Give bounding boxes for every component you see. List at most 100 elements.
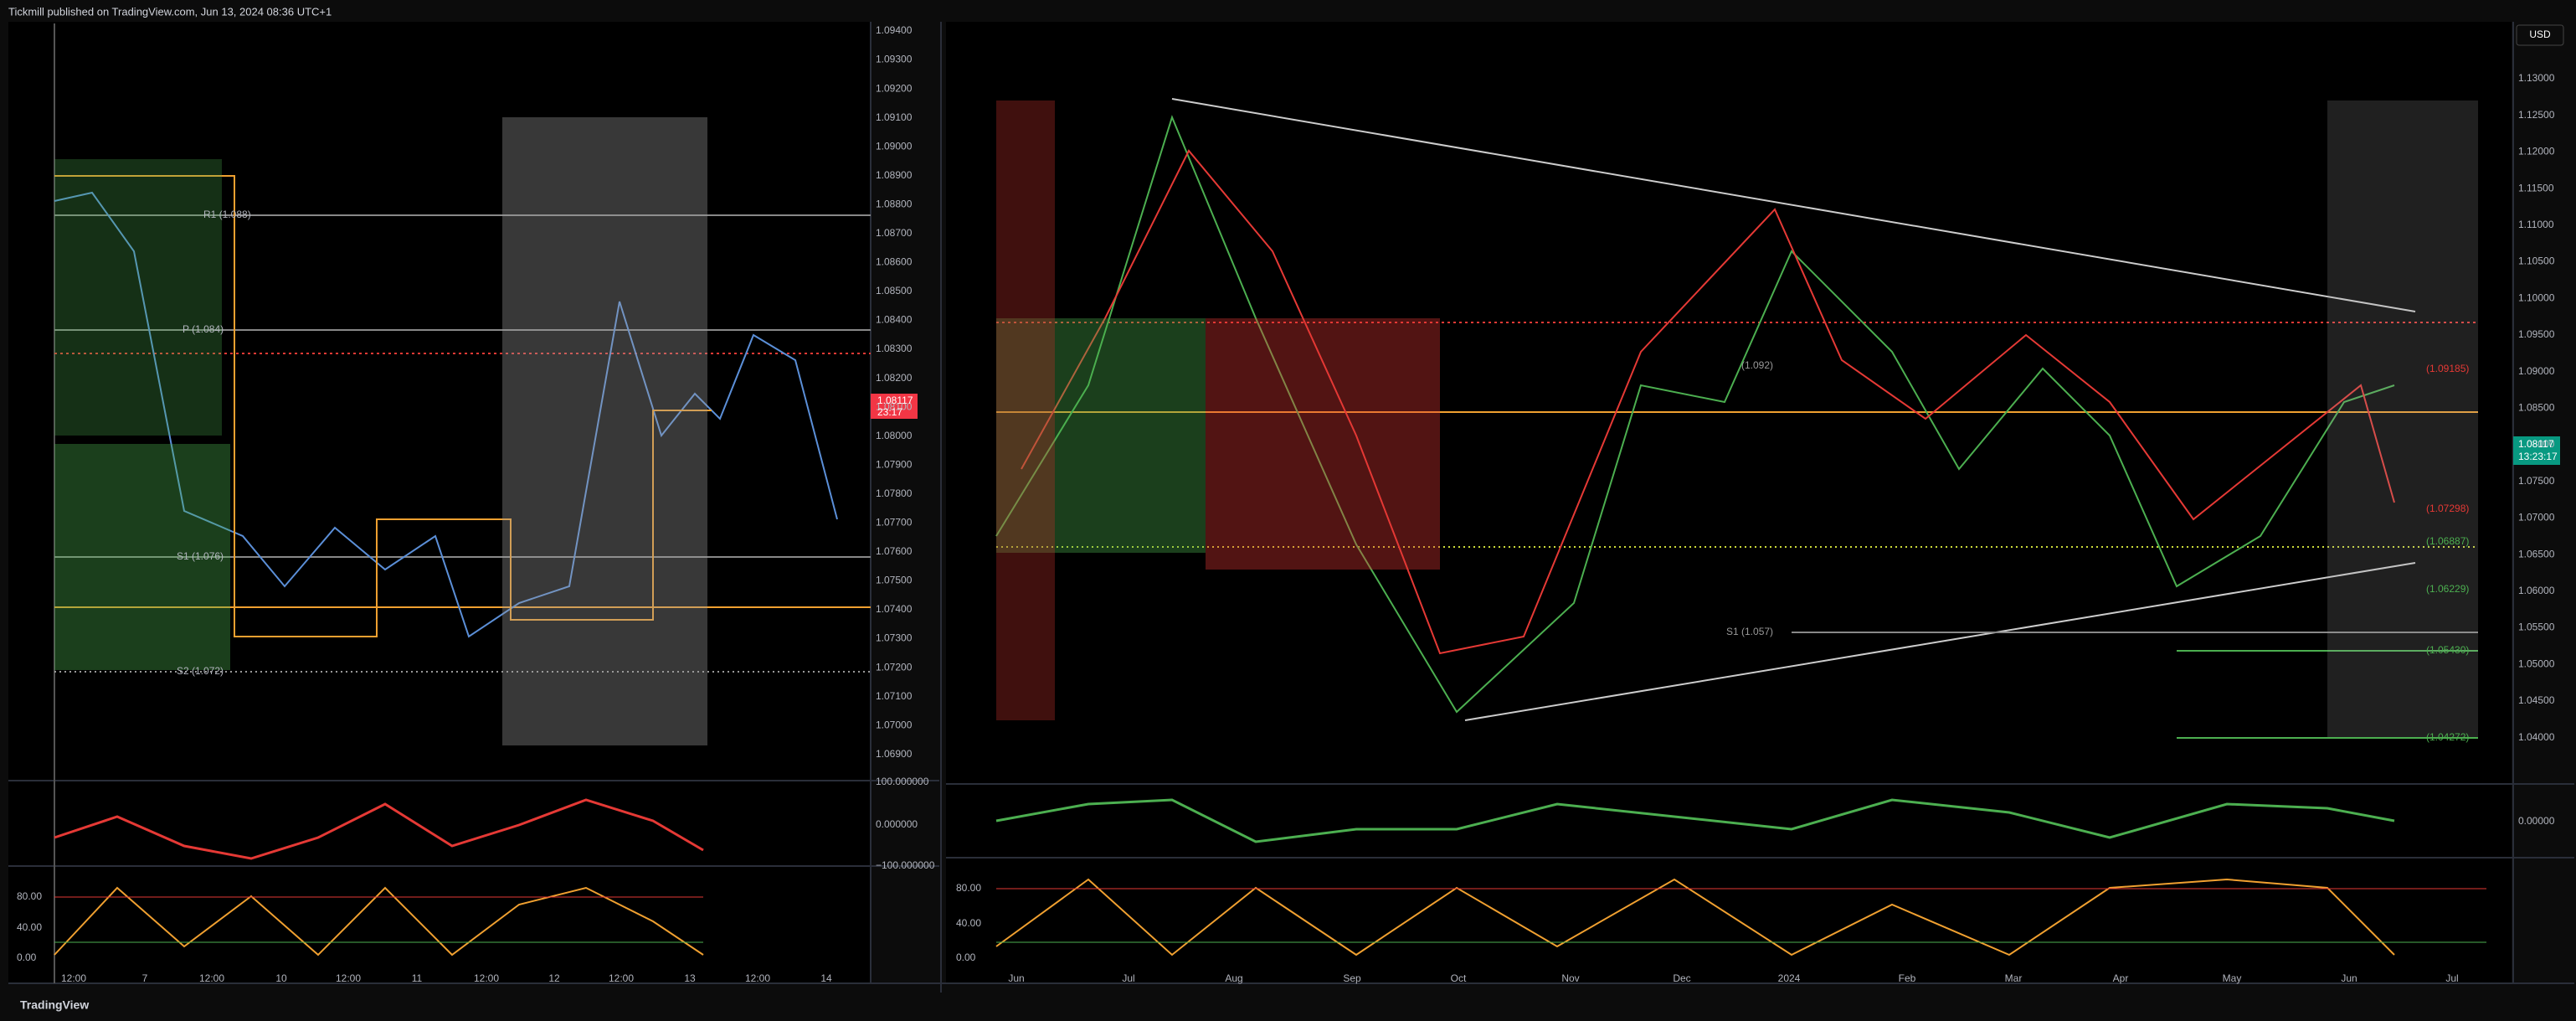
level-label: (1.06229) — [2426, 583, 2469, 595]
time-axis-label: 12:00 — [609, 972, 634, 984]
price-axis-label: 1.06000 — [2518, 585, 2555, 596]
price-axis-label: 1.07500 — [876, 575, 913, 586]
price-axis-label: 1.07500 — [2518, 475, 2555, 487]
time-axis-label: Oct — [1451, 972, 1467, 984]
time-axis-label: Jul — [2445, 972, 2458, 984]
time-axis-label: Nov — [1561, 972, 1579, 984]
price-axis-label: 1.12500 — [2518, 109, 2555, 121]
level-label: (1.07298) — [2426, 503, 2469, 514]
price-axis-label: 1.08300 — [876, 343, 913, 354]
price-tag: 1.08117 — [2518, 438, 2554, 450]
price-axis-label: 1.04500 — [2518, 694, 2555, 706]
time-axis-label: Aug — [1225, 972, 1242, 984]
price-axis-label: 1.07900 — [876, 458, 913, 470]
price-axis-label: 1.09200 — [876, 82, 913, 94]
price-axis-label: 1.09100 — [876, 111, 913, 123]
price-axis-label: 1.05500 — [2518, 621, 2555, 633]
level-label: R1 (1.088) — [203, 209, 251, 220]
stoch-axis-label: 40.00 — [956, 917, 981, 929]
price-axis-label: 1.06900 — [876, 748, 913, 760]
stoch-axis-label: 80.00 — [17, 890, 42, 902]
time-axis-label: May — [2223, 972, 2242, 984]
level-label: (1.09185) — [2426, 363, 2469, 374]
time-axis-label: Sep — [1343, 972, 1361, 984]
time-axis-label: Mar — [2005, 972, 2023, 984]
price-countdown: 13:23:17 — [2518, 451, 2558, 462]
price-axis-label: 1.07300 — [876, 632, 913, 644]
price-axis-label: 1.11000 — [2518, 219, 2554, 230]
time-axis-label: Feb — [1899, 972, 1916, 984]
price-axis-label: 1.13000 — [2518, 72, 2555, 84]
price-axis-label: 1.08500 — [2518, 401, 2555, 413]
time-axis-label: 12:00 — [745, 972, 770, 984]
price-countdown: 23:17 — [877, 406, 902, 418]
price-axis-label: 1.09400 — [876, 24, 913, 36]
oscillator-axis-label: 100.000000 — [876, 776, 929, 787]
price-axis-label: 1.08000 — [2518, 438, 2555, 450]
price-axis-label: 1.07400 — [876, 603, 913, 615]
time-axis-label: 12:00 — [336, 972, 361, 984]
price-axis-label: 1.07800 — [876, 487, 913, 499]
oscillator-axis-label: 0.000000 — [876, 818, 918, 830]
time-axis-label: Jun — [1008, 972, 1024, 984]
level-label: P (1.084) — [183, 323, 224, 335]
price-axis-label: 1.07100 — [876, 690, 913, 702]
price-axis-label: 1.07700 — [876, 517, 913, 529]
price-axis-label: 1.08200 — [876, 372, 913, 384]
price-axis-label: 1.09000 — [876, 140, 913, 152]
time-axis-label: 10 — [275, 972, 287, 984]
level-label: S1 (1.057) — [1726, 626, 1773, 637]
currency-button[interactable]: USD — [2529, 28, 2551, 40]
oscillator-axis-label: 0.00000 — [2518, 815, 2555, 827]
price-axis-label: 1.10000 — [2518, 291, 2555, 303]
time-axis-label: Jun — [2341, 972, 2357, 984]
price-axis-label: 1.08400 — [876, 314, 913, 326]
price-axis-label: 1.10500 — [2518, 255, 2555, 267]
time-axis-label: 12:00 — [474, 972, 499, 984]
level-label: (1.06887) — [2426, 535, 2469, 547]
price-axis-label: 1.07200 — [876, 661, 913, 673]
price-axis-label: 1.11500 — [2518, 182, 2554, 193]
time-axis-label: Apr — [2113, 972, 2129, 984]
price-axis-label: 1.07000 — [2518, 512, 2555, 523]
time-axis-label: 12:00 — [61, 972, 86, 984]
price-tag: 1.08117 — [877, 394, 913, 406]
level-label: S2 (1.072) — [177, 665, 224, 677]
level-label: (1.05430) — [2426, 644, 2469, 656]
price-axis-label: 1.08100 — [876, 400, 913, 412]
time-axis-label: 14 — [820, 972, 832, 984]
time-axis-label: 12 — [548, 972, 560, 984]
level-label: (1.04272) — [2426, 731, 2469, 743]
price-axis-label: 1.09300 — [876, 54, 913, 65]
footer-brand: TradingView — [20, 998, 89, 1012]
price-axis-label: 1.08700 — [876, 227, 913, 239]
time-axis-label: 12:00 — [199, 972, 224, 984]
price-axis-label: 1.08000 — [876, 430, 913, 441]
price-axis-label: 1.04000 — [2518, 731, 2555, 743]
price-axis-label: 1.09000 — [2518, 365, 2555, 377]
stoch-axis-label: 0.00 — [956, 951, 976, 963]
price-axis-label: 1.12000 — [2518, 146, 2555, 157]
price-axis-label: 1.08600 — [876, 256, 913, 268]
time-axis-label: 7 — [142, 972, 148, 984]
price-axis-label: 1.07600 — [876, 545, 913, 557]
time-axis-label: Jul — [1122, 972, 1134, 984]
header-text: Tickmill published on TradingView.com, J… — [8, 5, 332, 18]
level-label: S1 (1.076) — [177, 550, 224, 562]
price-axis-label: 1.05000 — [2518, 657, 2555, 669]
price-axis-label: 1.09500 — [2518, 328, 2555, 340]
price-axis-label: 1.08800 — [876, 198, 913, 209]
stoch-axis-label: 0.00 — [17, 951, 37, 963]
stoch-axis-label: 40.00 — [17, 921, 42, 933]
price-axis-label: 1.06500 — [2518, 548, 2555, 559]
price-axis-label: 1.08900 — [876, 169, 913, 181]
price-axis-label: 1.08500 — [876, 285, 913, 297]
stoch-axis-label: 80.00 — [956, 882, 981, 894]
price-axis-label: 1.07000 — [876, 719, 913, 730]
time-axis-label: 2024 — [1778, 972, 1801, 984]
time-axis-label: 13 — [684, 972, 696, 984]
time-axis-label: 11 — [412, 972, 423, 984]
level-label: (1.092) — [1741, 359, 1773, 371]
